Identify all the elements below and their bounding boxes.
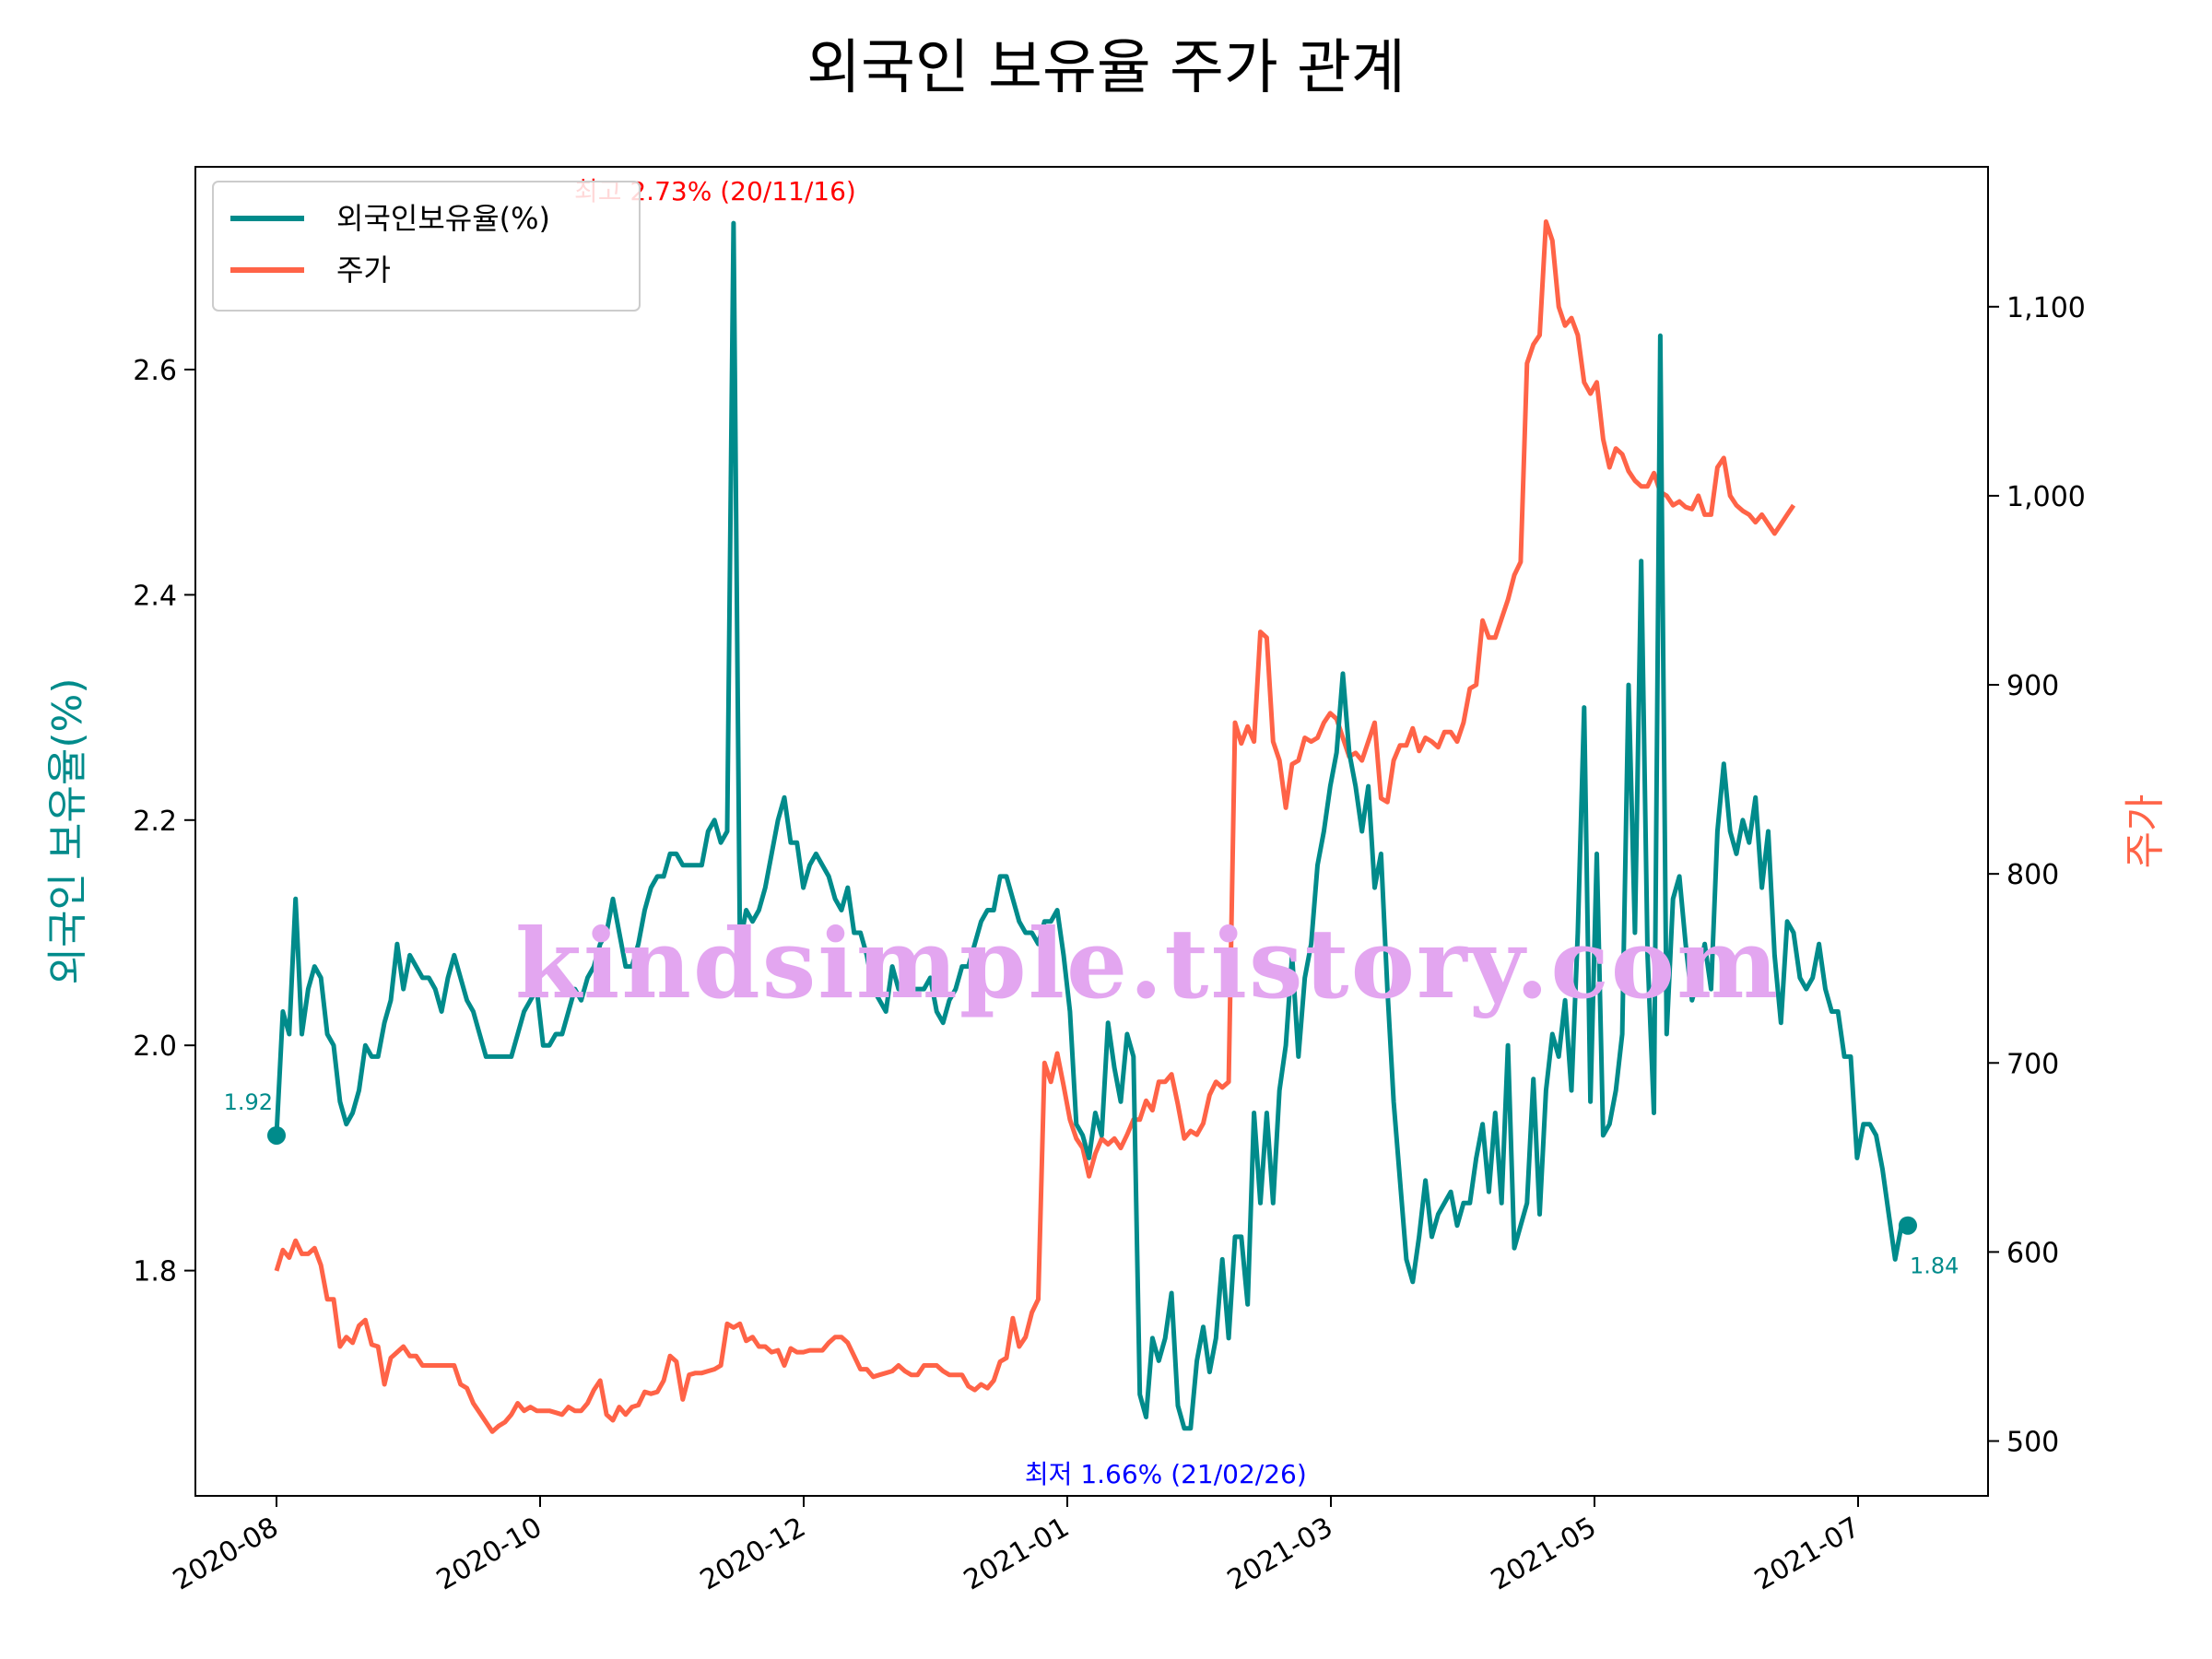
x-tick-label: 2021-01 (959, 1512, 1075, 1597)
y-axis-right-label: 주가 (2122, 794, 2169, 869)
end-point (1899, 1216, 1917, 1235)
y-right-tick-label: 600 (2006, 1237, 2059, 1269)
x-tick-label: 2021-07 (1749, 1512, 1865, 1597)
start-point (267, 1125, 286, 1145)
y-right-tick-label: 1,100 (2006, 292, 2086, 324)
min-annotation: 최저 1.66% (21/02/26) (1025, 1459, 1307, 1489)
series-price-line (274, 219, 1796, 1434)
watermark: kindsimple.tistory.com (515, 907, 1780, 1020)
series-foreign-line (274, 220, 1908, 1431)
x-tick-label: 2020-08 (168, 1512, 284, 1597)
y-left-tick-label: 2.4 (133, 580, 177, 612)
legend-label-foreign: 외국인보유율(%) (336, 201, 550, 236)
x-tick-label: 2021-03 (1222, 1512, 1338, 1597)
y-left-tick-label: 1.8 (133, 1256, 177, 1288)
x-tick-label: 2021-05 (1486, 1512, 1602, 1597)
legend-box (212, 181, 641, 312)
legend: 외국인보유율(%) 주가 (212, 181, 641, 312)
y-left-tick-label: 2.0 (133, 1030, 177, 1063)
legend-label-price: 주가 (336, 253, 391, 288)
y-right-tick-label: 1,000 (2006, 481, 2086, 513)
x-tick-label: 2020-12 (695, 1512, 811, 1597)
y-right-tick-label: 800 (2006, 859, 2059, 891)
x-tick-label: 2020-10 (431, 1512, 547, 1597)
start-value-label: 1.92 (224, 1089, 273, 1115)
chart-title: 외국인 보유율 주가 관계 (806, 34, 1406, 102)
y-left-tick-label: 2.2 (133, 806, 177, 838)
y-left-tick-label: 2.6 (133, 355, 177, 387)
y-right-tick-label: 500 (2006, 1427, 2059, 1459)
plot-frame (194, 166, 1989, 1497)
y-right-tick-label: 900 (2006, 670, 2059, 702)
end-value-label: 1.84 (1910, 1253, 1959, 1279)
y-axis-left-label: 외국인 보유율(%) (44, 677, 91, 984)
y-right-tick-label: 700 (2006, 1048, 2059, 1080)
